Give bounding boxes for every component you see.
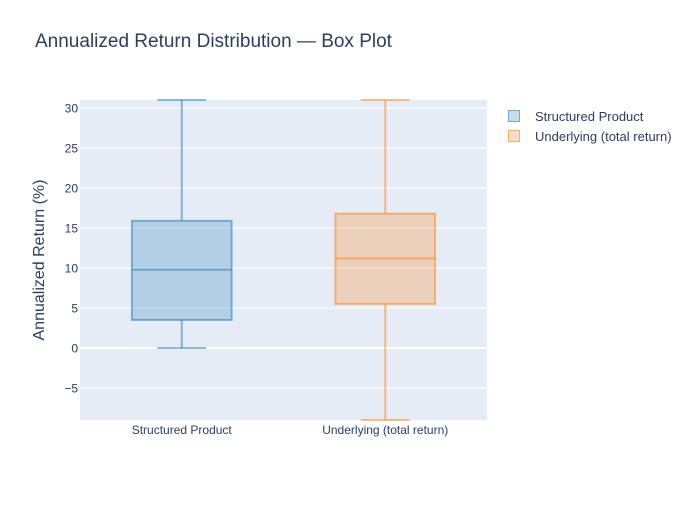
x-tick-label: Underlying (total return) [322, 423, 448, 437]
legend-label-underlying: Underlying (total return) [535, 128, 672, 144]
y-axis-label: Annualized Return (%) [31, 180, 48, 341]
legend-item-underlying[interactable]: Underlying (total return) [508, 126, 672, 146]
legend-swatch-underlying [508, 130, 520, 142]
y-tick-label: 20 [65, 182, 79, 196]
axis-layer: −5 0 5 10 15 20 25 30 Structured Product Underlyi… [64, 102, 448, 438]
y-tick-label: 25 [65, 142, 79, 156]
legend-swatch-structured-product [508, 110, 520, 122]
chart-title: Annualized Return Distribution — Box Plo… [35, 31, 392, 52]
box-underlying[interactable] [334, 99, 437, 421]
y-tick-label: 5 [71, 302, 78, 316]
legend: Structured Product Underlying (total ret… [508, 106, 672, 146]
plot-background [80, 100, 487, 420]
box-layer [130, 99, 437, 421]
y-tick-label: 0 [71, 342, 78, 356]
y-tick-label: −5 [64, 382, 78, 396]
legend-label-structured-product: Structured Product [535, 108, 644, 124]
grid-layer [80, 107, 487, 389]
y-tick-label: 30 [65, 102, 79, 116]
x-tick-label: Structured Product [132, 423, 233, 437]
box-structured-product[interactable] [130, 99, 233, 349]
y-tick-label: 15 [65, 222, 79, 236]
legend-item-structured-product[interactable]: Structured Product [508, 106, 672, 126]
y-tick-label: 10 [65, 262, 79, 276]
